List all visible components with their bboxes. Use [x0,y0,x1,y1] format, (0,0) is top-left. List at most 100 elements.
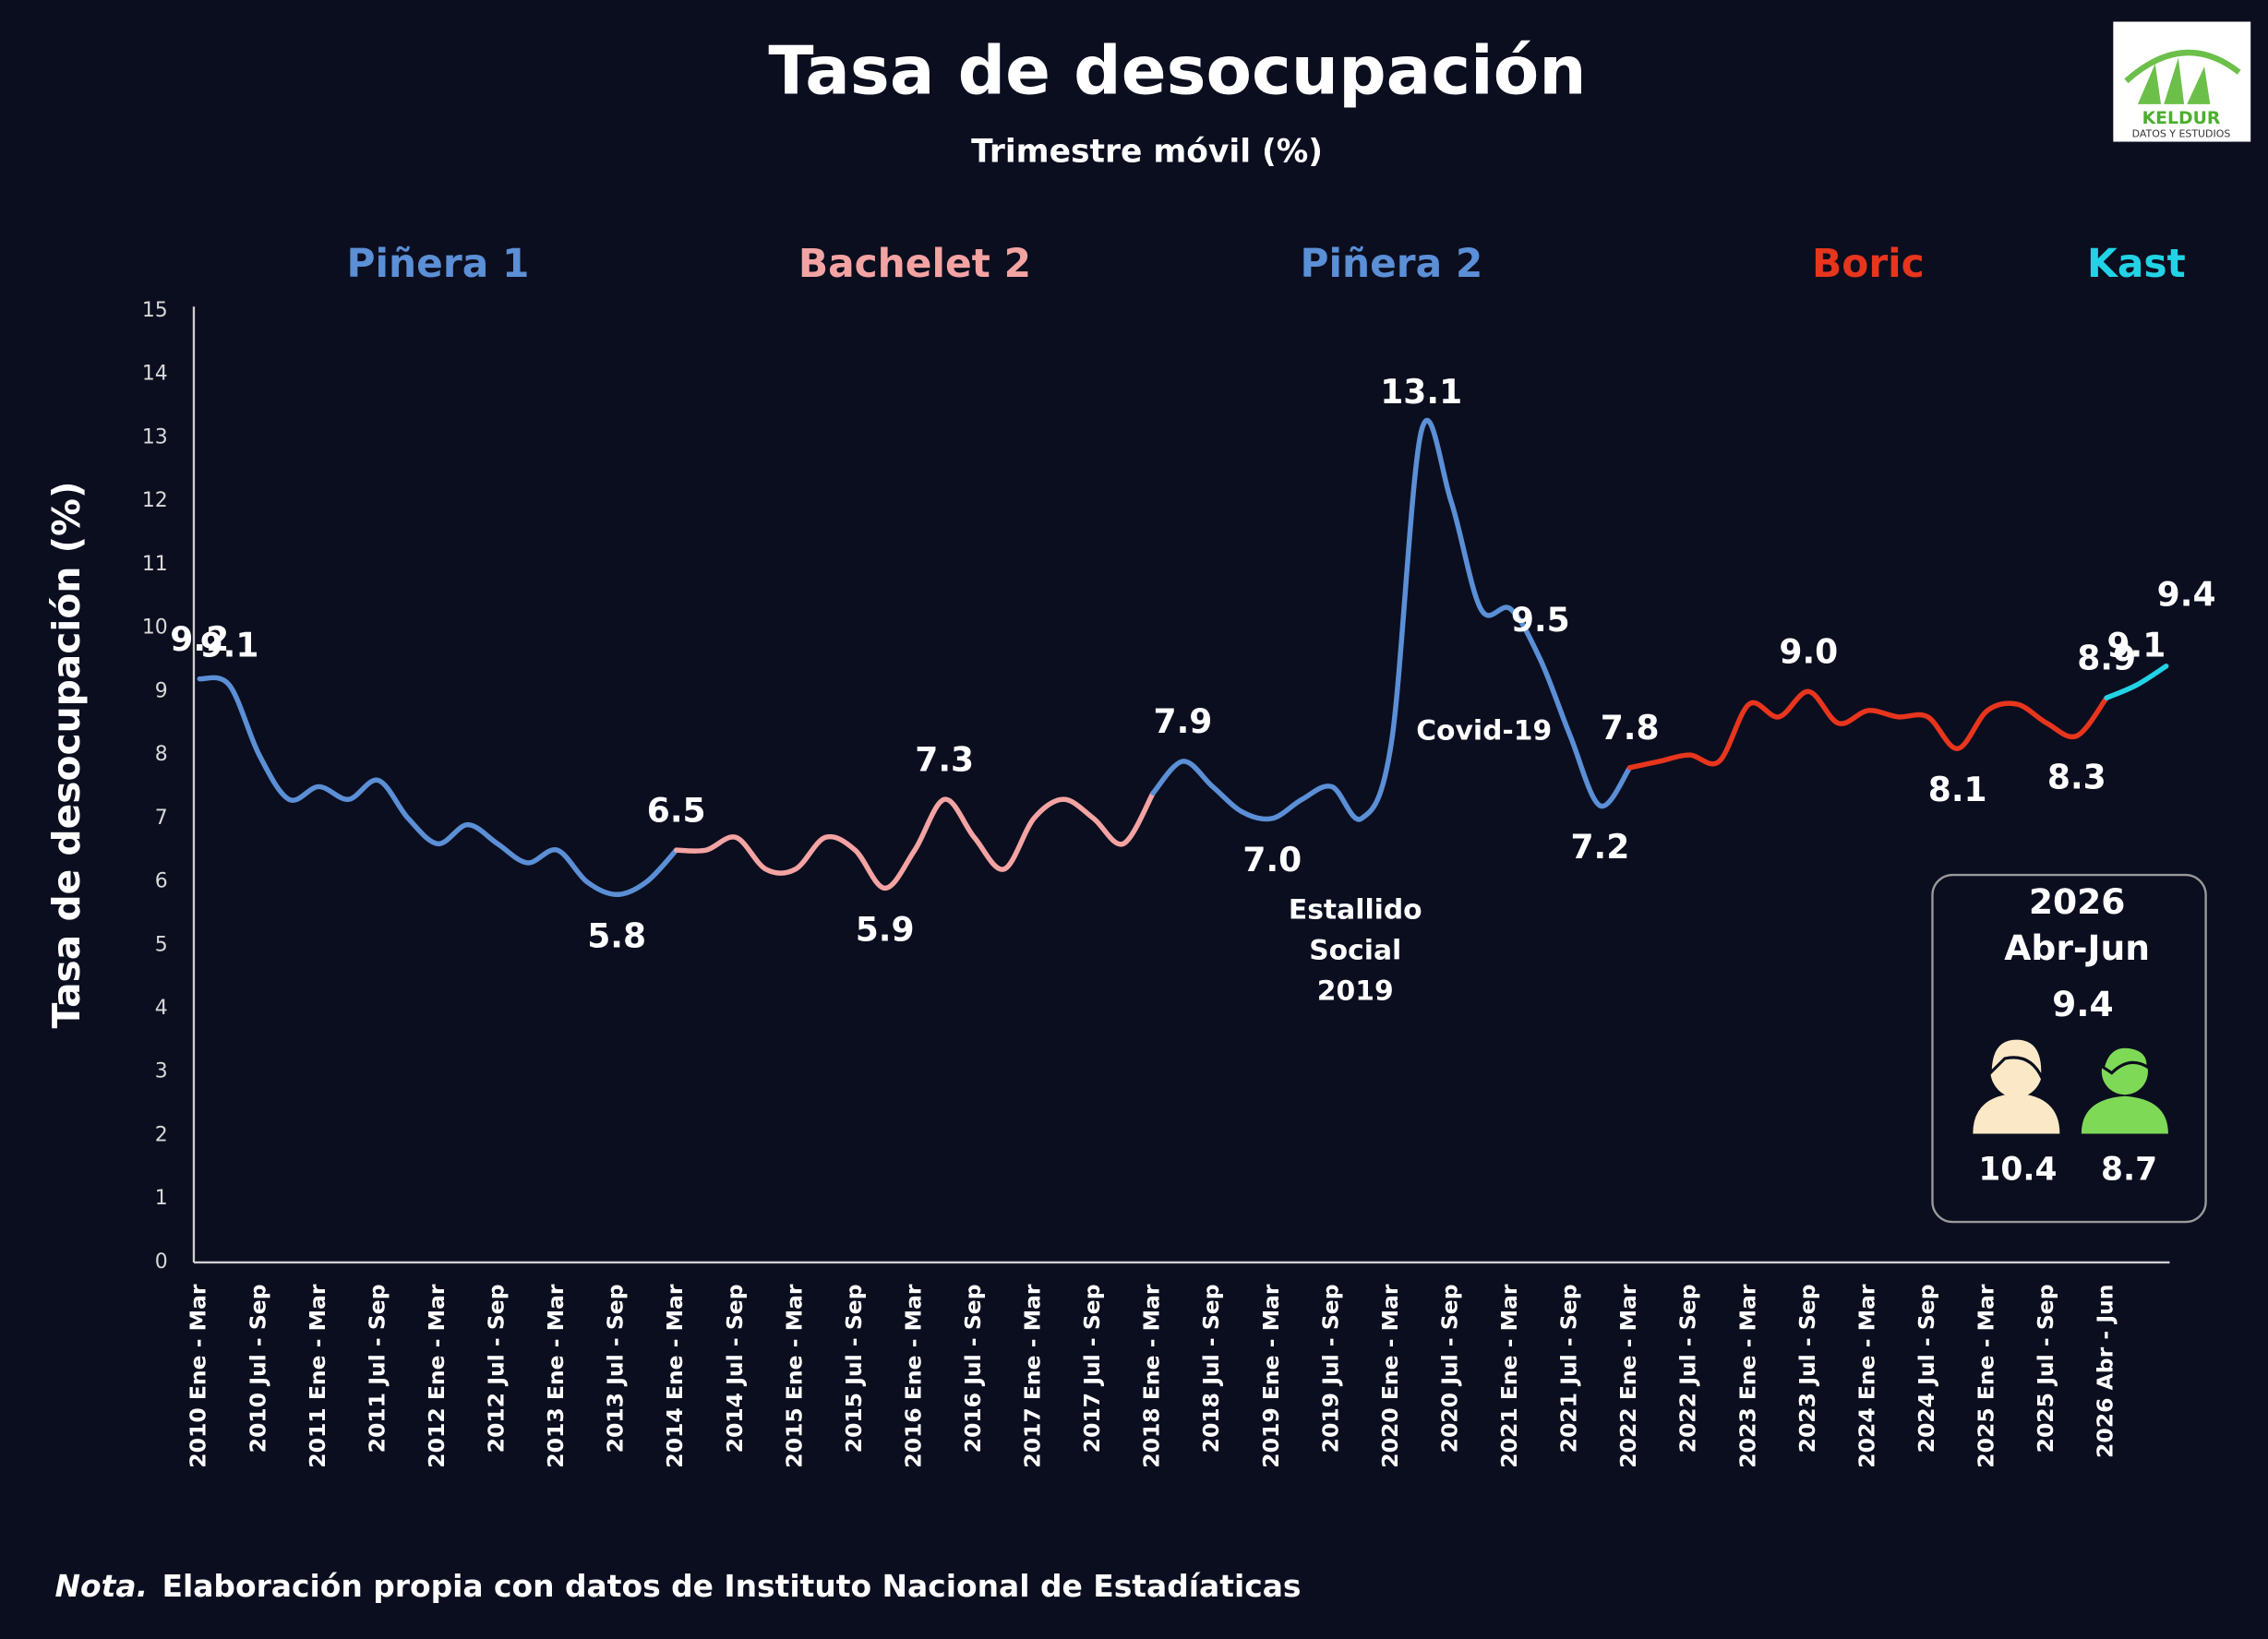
x-tick-label: 2018 Ene - Mar [1139,1284,1165,1468]
note: Elaboración propia con datos de Institut… [162,1568,1302,1604]
data-label: 8.9 [2077,640,2136,677]
y-tick-label: 7 [155,807,168,830]
x-tick-label: 2020 Jul - Sep [1436,1284,1462,1453]
x-tick-label: 2010 Ene - Mar [186,1284,211,1468]
x-tick-label: 2014 Ene - Mar [662,1284,688,1468]
x-tick-label: 2013 Ene - Mar [543,1284,569,1468]
x-tick-label: 2024 Ene - Mar [1854,1284,1879,1468]
y-tick-label: 4 [155,997,168,1020]
legend-label: Kast [2087,241,2186,286]
line [1150,418,1633,822]
y-tick-label: 5 [155,933,168,956]
y-tick-label: 2 [155,1123,168,1146]
line [1626,688,2109,771]
data-label: 9.1 [200,628,259,665]
woman-icon [1973,1036,2060,1134]
x-tick-label: 2015 Jul - Sep [841,1284,867,1453]
y-tick-label: 12 [142,489,168,512]
man-hair [2101,1045,2150,1075]
chart-title: Tasa de desocupación [768,31,1586,109]
woman-hair [1988,1036,2045,1080]
logo-icon [2137,57,2211,104]
logo: KELDUR DATOS Y ESTUDIOS [2113,21,2251,142]
x-tick-label: 2011 Ene - Mar [305,1284,330,1468]
inset-box [1931,873,2207,1224]
x-tick-label: 2017 Ene - Mar [1020,1284,1046,1468]
x-tick-label: 2023 Ene - Mar [1734,1284,1760,1468]
x-tick-label: 2012 Jul - Sep [484,1284,510,1453]
x-tick-label: 2024 Jul - Sep [1914,1284,1939,1453]
y-tick-label: 3 [155,1060,168,1083]
y-tick-label: 1 [155,1187,168,1210]
annotation: Estallido [1289,894,1422,927]
data-label: 7.9 [1154,703,1213,741]
data-label: 9.4 [2157,577,2216,615]
x-tick-label: 2025 Jul - Sep [2033,1284,2058,1453]
logo-tagline: DATOS Y ESTUDIOS [2132,128,2231,140]
x-tick-label: 2018 Jul - Sep [1198,1284,1224,1453]
inset-period: Abr-Jun [2004,927,2150,968]
y-axis-label: Tasa de desocupación (%) [44,481,89,1028]
x-tick-label: 2021 Ene - Mar [1496,1284,1522,1468]
x-tick-label: 2011 Jul - Sep [364,1284,390,1453]
y-tick-label: 10 [142,616,168,640]
line [673,790,1156,891]
note-label: Nota. [55,1568,149,1604]
x-tick-label: 2010 Jul - Sep [245,1284,270,1453]
logo-name: KELDUR [2142,109,2221,128]
y-tick-label: 14 [142,363,168,386]
y-tick-label: 11 [142,553,168,576]
data-label: 7.3 [915,741,974,779]
legend-label: Boric [1812,241,1925,286]
y-tick-label: 6 [155,870,168,893]
data-label: 5.9 [856,911,915,949]
data-label: 13.1 [1380,374,1462,412]
data-label: 7.0 [1242,842,1302,879]
line [197,675,679,898]
x-tick-label: 2017 Jul - Sep [1079,1284,1105,1453]
x-tick-label: 2016 Ene - Mar [900,1284,926,1468]
x-tick-label: 2020 Ene - Mar [1377,1284,1403,1468]
data-label: 7.8 [1601,710,1660,748]
x-tick-label: 2022 Ene - Mar [1615,1284,1641,1468]
data-label: 8.1 [1928,772,1987,809]
man-icon [2081,1045,2168,1134]
inset-women: 10.4 [1978,1152,2057,1189]
x-tick-label: 2012 Ene - Mar [424,1284,450,1468]
y-tick-label: 8 [155,743,168,766]
chart-subtitle: Trimestre móvil (%) [971,134,1323,171]
woman-body [1973,1093,2060,1134]
data-label: 8.3 [2047,759,2106,796]
logo-arc [2124,49,2241,84]
legend-label: Bachelet 2 [798,241,1031,286]
line [2104,664,2169,700]
x-tick-label: 2025 Ene - Mar [1974,1284,1999,1468]
legend-label: Piñera 2 [1300,241,1482,286]
inset-men: 8.7 [2101,1152,2157,1189]
x-tick-label: 2019 Ene - Mar [1258,1284,1284,1468]
annotation: Social [1309,935,1401,967]
data-label: 7.2 [1570,829,1629,867]
y-tick-label: 9 [155,679,168,702]
man-body [2081,1095,2168,1134]
x-tick-label: 2015 Ene - Mar [781,1284,807,1468]
x-tick-label: 2016 Jul - Sep [960,1284,986,1453]
y-tick-label: 0 [155,1250,168,1274]
data-label: 9.1 [2106,628,2166,665]
annotation: Covid-19 [1416,714,1552,747]
x-tick-label: 2013 Jul - Sep [603,1284,629,1453]
logo-box [2113,21,2251,142]
x-tick-label: 2023 Jul - Sep [1794,1284,1820,1453]
x-tick-label: 2021 Jul - Sep [1556,1284,1582,1453]
legend-label: Piñera 1 [347,241,530,286]
y-tick-label: 13 [142,425,168,449]
annotation: 2019 [1317,975,1394,1007]
data-label: 9.0 [1779,634,1838,672]
data-label: 9.2 [170,621,229,659]
x-tick-label: 2014 Jul - Sep [722,1284,748,1453]
y-tick-label: 15 [142,299,168,322]
inset: 2026 Abr-Jun 9.4 10.4 8.7 [1931,873,2207,1224]
data-label: 5.8 [587,917,646,955]
